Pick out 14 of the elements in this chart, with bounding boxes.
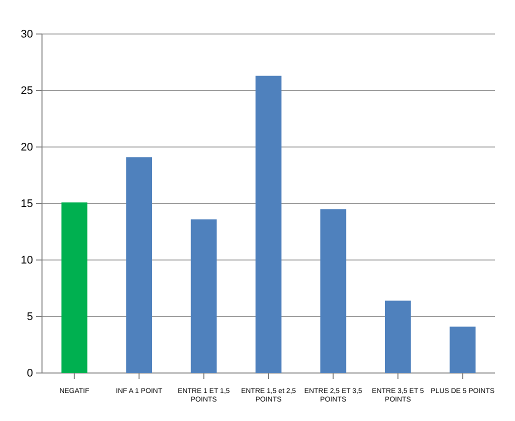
bar [450,326,476,373]
y-tick-label: 30 [20,28,33,41]
y-tick-label: 25 [20,85,33,98]
bar [256,76,282,373]
bar [320,209,346,373]
bar [384,300,411,373]
bar [190,219,217,373]
y-tick-label: 20 [20,142,33,154]
bar [126,157,152,373]
y-tick-label: 5 [26,311,33,324]
bar [61,202,88,373]
y-tick-label: 15 [20,198,33,210]
y-tick-label: 10 [20,254,33,267]
y-tick-label: 0 [26,368,33,380]
